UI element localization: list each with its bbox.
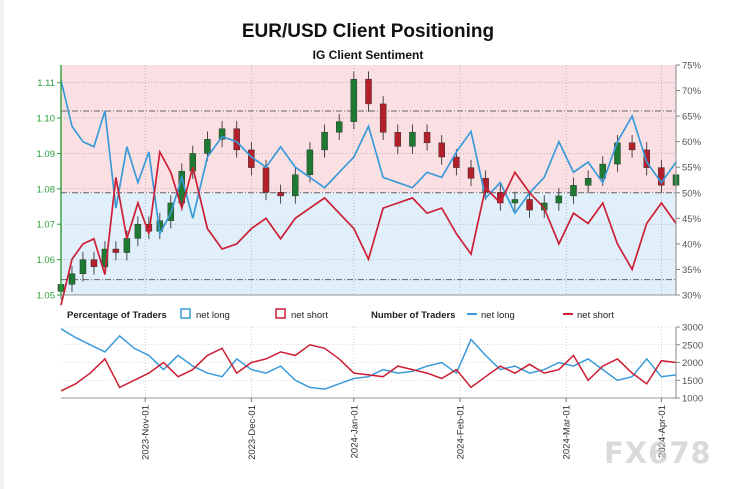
candle-body xyxy=(365,78,372,105)
watermark: FX678 xyxy=(604,436,712,470)
candle-body xyxy=(79,259,87,274)
left-tick-label: 1.10 xyxy=(37,114,56,125)
candle-body xyxy=(453,156,460,168)
candle-body xyxy=(379,103,387,133)
legend-net-long-count: net long xyxy=(481,310,515,321)
candle-body xyxy=(643,149,650,168)
candle-body xyxy=(350,78,358,122)
x-tick-label: 2023-Dec-01 xyxy=(247,405,258,460)
candle-body xyxy=(90,259,98,267)
bottom-right-tick-label: 3000 xyxy=(682,323,703,334)
candle-body xyxy=(262,167,270,193)
legend-net-short-count: net short xyxy=(577,310,614,321)
candle-body xyxy=(277,192,284,197)
candle-body xyxy=(101,248,109,267)
legend-percentage-title: Percentage of Traders xyxy=(67,310,167,321)
chart-title: EUR/USD Client Positioning xyxy=(242,21,494,42)
right-tick-label: 55% xyxy=(682,163,702,174)
candle-body xyxy=(584,178,592,186)
bottom-right-tick-label: 2500 xyxy=(682,340,703,351)
net-long-count-line xyxy=(60,328,677,390)
x-tick-label: 2024-Jan-01 xyxy=(349,405,360,458)
right-tick-label: 50% xyxy=(682,188,702,199)
net-short-pct-line xyxy=(60,149,677,306)
legend-net-short-pct: net short xyxy=(291,310,328,321)
x-tick-label: 2024-Mar-01 xyxy=(562,405,573,459)
bottom-right-tick-label: 1500 xyxy=(682,376,703,387)
left-tick-label: 1.06 xyxy=(37,255,56,266)
candle-body xyxy=(306,149,314,175)
candle-body xyxy=(394,132,402,147)
x-tick-label: 2024-Apr-01 xyxy=(657,405,668,458)
chart-subtitle: IG Client Sentiment xyxy=(313,48,424,62)
candle-body xyxy=(112,248,120,253)
right-tick-label: 40% xyxy=(682,239,702,250)
candle-body xyxy=(123,238,131,253)
right-tick-label: 35% xyxy=(682,265,702,276)
right-tick-label: 60% xyxy=(682,137,702,148)
legend-box-net-short xyxy=(275,308,286,319)
candle-body xyxy=(134,224,142,239)
candle-body xyxy=(628,142,636,151)
candle-body xyxy=(335,121,343,133)
candle-body xyxy=(321,132,328,151)
candle-body xyxy=(570,185,577,197)
right-tick-label: 75% xyxy=(682,61,702,72)
candle-body xyxy=(555,195,563,204)
net-short-count-line xyxy=(60,343,677,392)
candle-body xyxy=(204,139,211,154)
candle-body xyxy=(658,167,665,186)
right-tick-label: 30% xyxy=(682,291,702,302)
legend-number-title: Number of Traders xyxy=(371,310,455,321)
candle-body xyxy=(423,132,431,144)
candle-body xyxy=(68,273,76,285)
left-tick-label: 1.11 xyxy=(37,78,55,89)
candle-body xyxy=(526,199,533,211)
bottom-right-tick-label: 1000 xyxy=(682,394,703,405)
candle-body xyxy=(189,153,197,172)
bottom-right-tick-label: 2000 xyxy=(682,358,703,369)
candle-body xyxy=(599,163,607,179)
candle-body xyxy=(467,167,475,179)
candle-body xyxy=(218,128,226,140)
legend-box-net-long xyxy=(180,308,191,319)
left-tick-label: 1.09 xyxy=(37,149,56,160)
left-edge-strip xyxy=(0,0,4,489)
left-tick-label: 1.05 xyxy=(37,291,56,302)
candle-body xyxy=(409,132,416,147)
candle-body xyxy=(233,128,240,151)
right-tick-label: 65% xyxy=(682,112,702,123)
right-tick-label: 45% xyxy=(682,214,702,225)
candle-body xyxy=(438,142,445,158)
net-long-zone xyxy=(61,192,676,295)
x-tick-label: 2024-Feb-01 xyxy=(456,405,467,459)
net-long-pct-line xyxy=(60,80,677,237)
left-tick-label: 1.08 xyxy=(37,184,56,195)
legend-net-long-pct: net long xyxy=(196,310,230,321)
candle-body xyxy=(511,199,519,204)
left-tick-label: 1.07 xyxy=(37,220,56,231)
right-tick-label: 70% xyxy=(682,86,702,97)
candle-body xyxy=(292,174,299,197)
x-tick-label: 2023-Nov-01 xyxy=(141,405,152,460)
